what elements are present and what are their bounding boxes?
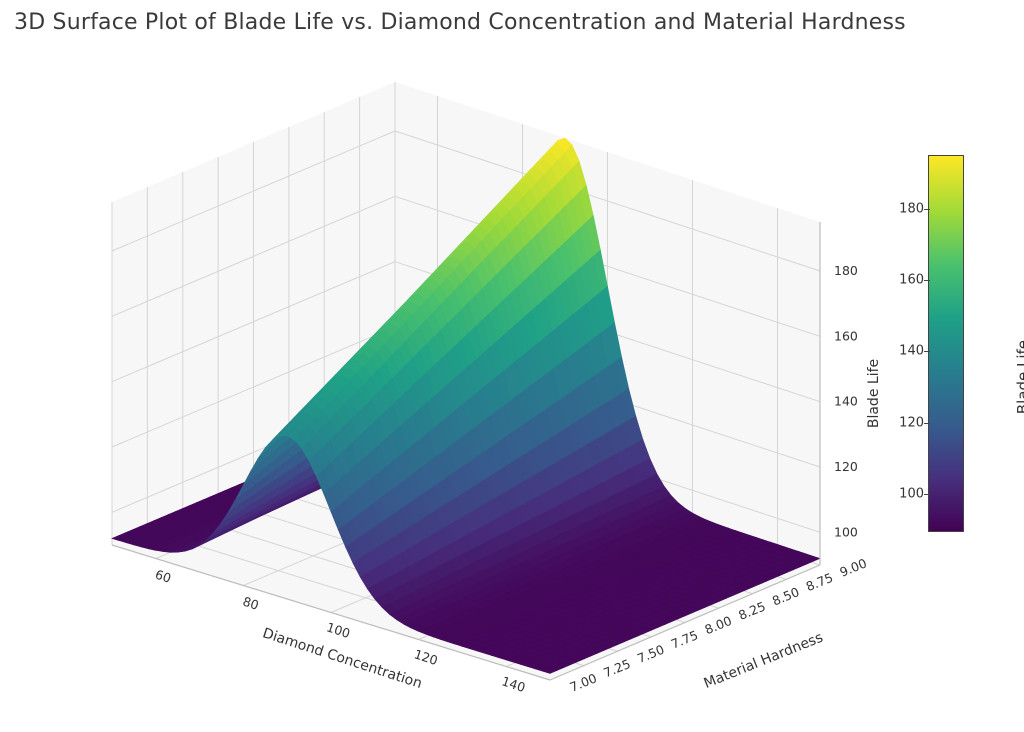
colorbar-tick: 140	[899, 344, 924, 359]
y-axis-label: Material Hardness	[702, 630, 826, 692]
svg-text:160: 160	[834, 328, 858, 343]
colorbar	[928, 155, 964, 532]
chart-3d-stage: 6080100120140Diamond Concentration7.007.…	[0, 0, 1024, 728]
svg-text:7.00: 7.00	[568, 670, 599, 694]
surface-plot-svg: 6080100120140Diamond Concentration7.007.…	[0, 0, 1024, 728]
svg-text:80: 80	[241, 594, 261, 613]
svg-text:120: 120	[834, 459, 858, 474]
svg-text:120: 120	[412, 646, 439, 668]
svg-text:180: 180	[834, 263, 858, 278]
svg-text:100: 100	[325, 619, 352, 641]
svg-text:100: 100	[834, 524, 858, 539]
svg-text:140: 140	[500, 673, 527, 695]
svg-text:140: 140	[834, 394, 858, 409]
z-axis-label: Blade Life	[866, 359, 882, 428]
colorbar-tick: 120	[899, 415, 924, 430]
colorbar-tick: 180	[899, 201, 924, 216]
svg-text:7.50: 7.50	[635, 642, 666, 666]
colorbar-label: Blade Life	[1014, 340, 1024, 414]
colorbar-tick: 160	[899, 273, 924, 288]
colorbar-tick: 100	[899, 487, 924, 502]
svg-text:8.50: 8.50	[770, 584, 801, 608]
svg-text:60: 60	[153, 567, 173, 586]
svg-text:8.00: 8.00	[703, 613, 734, 637]
svg-text:7.25: 7.25	[601, 656, 632, 680]
svg-text:8.25: 8.25	[736, 599, 767, 623]
svg-text:8.75: 8.75	[804, 570, 835, 594]
svg-text:7.75: 7.75	[669, 627, 700, 651]
svg-text:9.00: 9.00	[838, 555, 869, 579]
